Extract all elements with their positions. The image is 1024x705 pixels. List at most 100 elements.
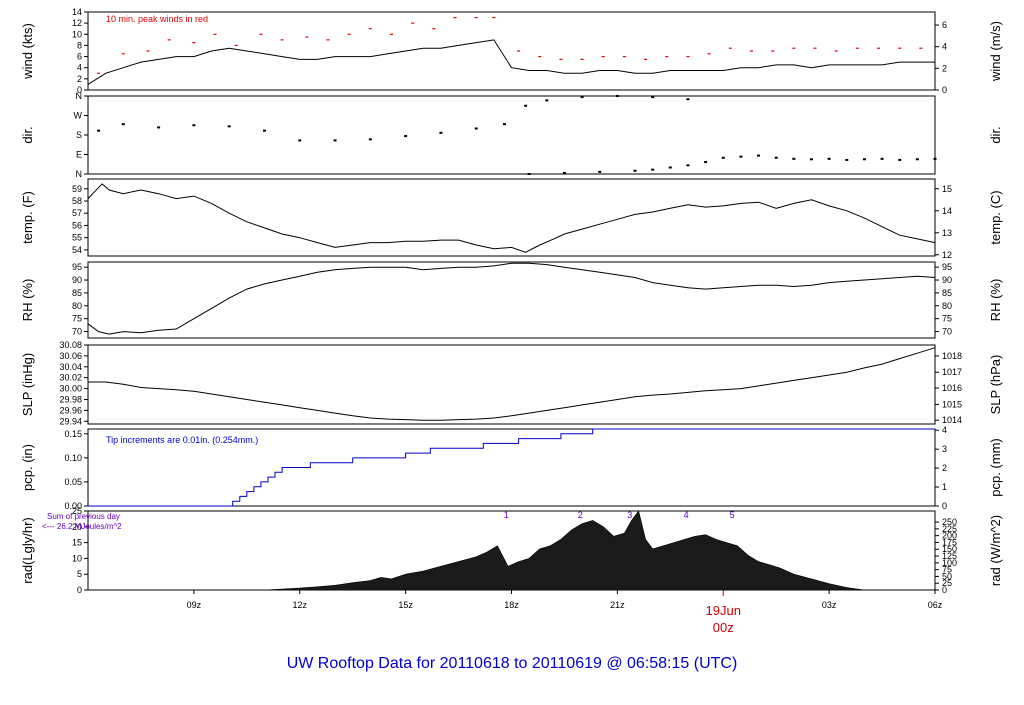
dir-point (474, 127, 478, 130)
rh-right-tick-label: 70 (942, 327, 952, 337)
rad-hour-mark: 5 (730, 510, 735, 520)
wind-ylabel-left: wind (kts) (20, 23, 35, 80)
dir-point (845, 158, 849, 161)
temp-left-tick-label: 57 (72, 208, 82, 218)
rh-left-tick-label: 95 (72, 262, 82, 272)
rad-left-tick-label: 5 (77, 569, 82, 579)
pcp-ylabel-right: pcp. (mm) (988, 438, 1003, 497)
dir-point (862, 158, 866, 161)
dir-left-tick-label: W (74, 111, 83, 121)
rh-left-tick-label: 85 (72, 288, 82, 298)
dir-point (898, 158, 902, 161)
rad-right-tick-label: 75 (942, 565, 952, 575)
temp-left-tick-label: 56 (72, 220, 82, 230)
page-title: UW Rooftop Data for 20110618 to 20110619… (287, 655, 738, 672)
rad-left-tick-label: 0 (77, 585, 82, 595)
dir-point (633, 169, 637, 172)
dir-point (502, 123, 506, 126)
radiation-area (264, 510, 865, 591)
dir-point (121, 123, 125, 126)
dir-point (262, 129, 266, 132)
slp-right-tick-label: 1018 (942, 351, 962, 361)
rad-right-tick-label: 150 (942, 544, 957, 554)
slp-right-tick-label: 1017 (942, 367, 962, 377)
temp-line (87, 183, 936, 253)
pcp-ylabel-left: pcp. (in) (20, 444, 35, 491)
rh-ylabel-left: RH (%) (20, 279, 35, 322)
dir-point (333, 139, 337, 142)
dir-point (651, 96, 655, 99)
rad-ylabel-left: rad(Lgly/hr) (20, 517, 35, 583)
dir-point (774, 156, 778, 159)
temp-ylabel-left: temp. (F) (20, 191, 35, 244)
slp-panel-frame (87, 344, 936, 425)
dir-point (933, 157, 937, 160)
rad-right-tick-label: 200 (942, 531, 957, 541)
rh-ylabel-right: RH (%) (988, 279, 1003, 322)
dir-point (651, 168, 655, 171)
rad-hour-mark: 1 (504, 510, 509, 520)
wind-left-tick-label: 0 (77, 85, 82, 95)
rh-right-tick-label: 90 (942, 275, 952, 285)
rh-line (87, 262, 936, 335)
slp-line (88, 347, 936, 421)
temp-ylabel-right: temp. (C) (988, 190, 1003, 244)
dir-left-tick-label: S (76, 130, 82, 140)
wind-left-tick-label: 2 (77, 74, 82, 84)
dir-point (827, 157, 831, 160)
slp-left-tick-label: 30.06 (59, 351, 82, 361)
rad-left-tick-label: 25 (72, 506, 82, 516)
wind-left-tick-label: 8 (77, 40, 82, 50)
wind-panel-frame (87, 11, 936, 91)
rad-ylabel-right: rad (W/m^2) (988, 515, 1003, 586)
wind-ylabel-right: wind (m/s) (988, 21, 1003, 82)
slp-left-tick-label: 30.04 (59, 362, 82, 372)
x-tick-label: 06z (928, 600, 943, 610)
dir-ylabel-left: dir. (20, 126, 35, 143)
slp-left-tick-label: 30.00 (59, 384, 82, 394)
dir-point (545, 99, 549, 102)
temp-left-tick-label: 54 (72, 245, 82, 255)
wind-right-tick-label: 0 (942, 85, 947, 95)
dir-ylabel-right: dir. (988, 126, 1003, 143)
rad-right-tick-label: 175 (942, 537, 957, 547)
dir-point (580, 96, 584, 99)
temp-right-tick-label: 13 (942, 228, 952, 238)
dir-point (757, 154, 761, 157)
rad-left-tick-label: 20 (72, 522, 82, 532)
dir-left-tick-label: N (76, 169, 83, 179)
wind-sustained-line (87, 39, 935, 85)
dir-panel-frame (87, 95, 936, 175)
rad-right-tick-label: 125 (942, 551, 957, 561)
rad-left-tick-label: 15 (72, 538, 82, 548)
x-tick-label: 12z (292, 600, 307, 610)
dir-point (721, 156, 725, 159)
pcp-left-tick-label: 0.05 (64, 477, 82, 487)
slp-left-tick-label: 30.02 (59, 373, 82, 383)
rh-left-tick-label: 75 (72, 314, 82, 324)
rad-right-tick-label: 25 (942, 578, 952, 588)
temp-right-tick-label: 12 (942, 250, 952, 260)
rh-right-tick-label: 75 (942, 314, 952, 324)
dir-point (524, 104, 528, 107)
dir-point (192, 124, 196, 127)
dir-point (792, 157, 796, 160)
rad-annotation-line1: Sum of previous day (47, 512, 120, 521)
pcp-right-tick-label: 2 (942, 463, 947, 473)
temp-right-tick-label: 15 (942, 184, 952, 194)
dir-point (598, 170, 602, 173)
pcp-right-tick-label: 0 (942, 501, 947, 511)
slp-ylabel-left: SLP (inHg) (20, 353, 35, 416)
x-tick-label: 03z (822, 600, 837, 610)
wind-left-tick-label: 14 (72, 7, 82, 17)
rad-left-tick-label: 10 (72, 553, 82, 563)
temp-right-tick-label: 14 (942, 206, 952, 216)
dir-point (615, 95, 619, 97)
wind-annotation: 10 min. peak winds in red (106, 14, 208, 24)
dir-point (157, 126, 161, 129)
rad-hour-mark: 2 (578, 510, 583, 520)
pcp-left-tick-label: 0.00 (64, 501, 82, 511)
dir-point (562, 171, 566, 174)
dir-point (668, 166, 672, 169)
